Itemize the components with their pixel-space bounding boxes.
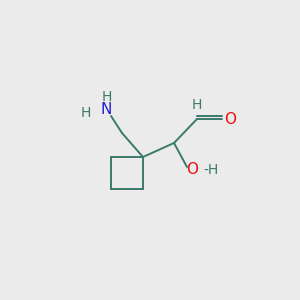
Text: -H: -H (203, 163, 218, 177)
Text: H: H (102, 90, 112, 104)
Text: H: H (81, 106, 91, 120)
Text: N: N (100, 103, 112, 118)
Text: H: H (192, 98, 202, 112)
Text: O: O (224, 112, 236, 127)
Text: O: O (186, 163, 198, 178)
